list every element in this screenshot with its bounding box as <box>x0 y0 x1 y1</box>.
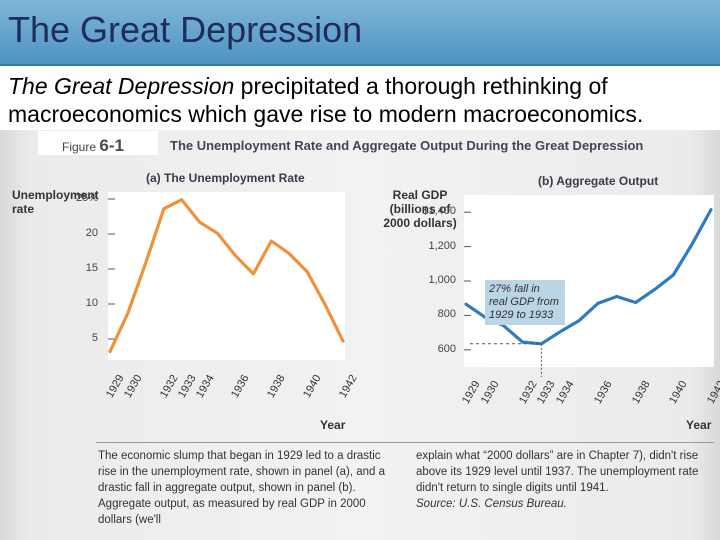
intro-emphasis: The Great Depression <box>8 73 235 99</box>
panel-a-ylabel: Unemployment rate <box>12 188 99 216</box>
gdp-fall-annotation: 27% fall in real GDP from 1929 to 1933 <box>485 280 565 325</box>
panel-a-ytick-label: 20 <box>85 227 98 239</box>
intro-rest: precipitated a thorough rethinking of ma… <box>8 73 644 127</box>
panel-b-series-line <box>464 208 713 346</box>
panel-b-ytick-label: $1,400 <box>422 205 456 218</box>
panel-a-ytick-label: 5 <box>91 332 98 344</box>
panel-b-ytick-label: 800 <box>437 308 456 321</box>
panel-a-title: (a) The Unemployment Rate <box>146 171 305 185</box>
caption-rule <box>96 442 714 443</box>
figure-number: 6-1 <box>99 136 124 155</box>
panel-b-ytick-label: 1,200 <box>428 239 456 252</box>
panel-b-ytick-label: 600 <box>437 342 456 355</box>
caption-left: The economic slump that began in 1929 le… <box>98 450 386 526</box>
figure-tab <box>38 131 158 155</box>
panel-a-plot-bg <box>108 192 345 360</box>
panel-b-title: (b) Aggregate Output <box>538 174 659 188</box>
figure-title: The Unemployment Rate and Aggregate Outp… <box>170 138 644 153</box>
caption-source: Source: U.S. Census Bureau. <box>416 498 567 510</box>
panel-b-xlabel: Year <box>686 418 712 432</box>
panel-a-ytick-label: 10 <box>85 297 98 309</box>
panel-a-series-line <box>108 198 345 354</box>
panel-a-ytick-label: 15 <box>85 262 98 274</box>
intro-text: The Great Depression precipitated a thor… <box>8 72 712 128</box>
figure-label: Figure 6-1 <box>62 136 124 156</box>
caption-right: explain what “2000 dollars” are in Chapt… <box>416 448 716 512</box>
figure-label-text: Figure <box>62 140 100 154</box>
panel-b-ylabel: Real GDP (billions of 2000 dollars) <box>383 188 457 230</box>
panel-a-ytick-label: 25% <box>75 192 98 204</box>
panel-a-xlabel: Year <box>320 418 346 432</box>
caption-right-main: explain what “2000 dollars” are in Chapt… <box>416 450 699 494</box>
slide-title: The Great Depression <box>8 9 363 50</box>
panel-b-ytick-label: 1,000 <box>428 274 456 286</box>
slide-title-bar: The Great Depression <box>0 0 720 66</box>
